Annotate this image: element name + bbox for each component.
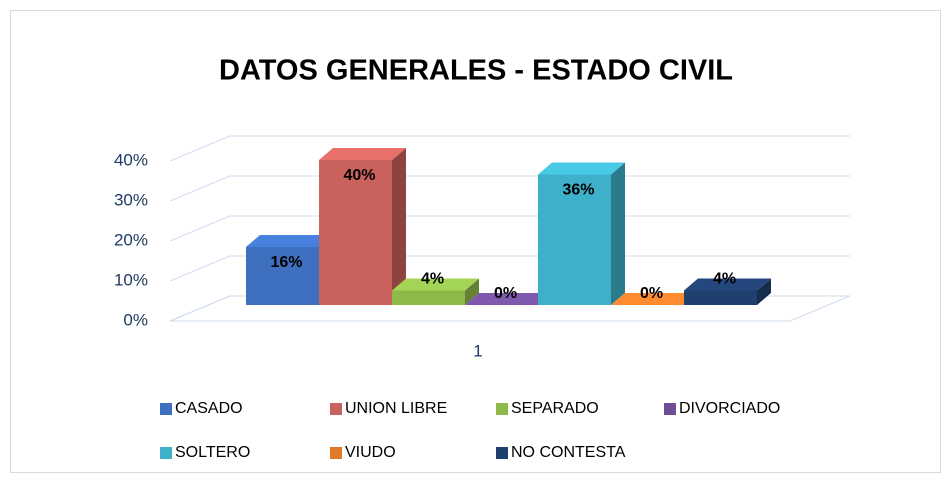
grid-line [169, 255, 850, 282]
data-label: 4% [713, 271, 736, 288]
y-tick-label: 40% [114, 150, 148, 169]
data-label: 36% [562, 182, 594, 199]
legend-swatch [664, 403, 676, 415]
grid-line [169, 175, 850, 202]
floor [169, 295, 851, 322]
legend-label: SEPARADO [511, 400, 599, 417]
bar-top [465, 293, 552, 305]
bar-top [538, 162, 625, 175]
x-tick-label: 1 [473, 341, 482, 360]
data-label: 40% [343, 167, 375, 184]
data-label: 4% [421, 271, 444, 288]
bar-top [392, 278, 479, 291]
data-label: 16% [270, 254, 302, 271]
bar-top [319, 148, 406, 160]
bar-top [611, 293, 698, 305]
y-tick-label: 20% [114, 230, 148, 249]
bar-side [465, 278, 479, 305]
y-tick-label: 30% [114, 190, 148, 209]
bar-side [611, 162, 625, 305]
chart-border [10, 10, 941, 473]
legend-label: NO CONTESTA [511, 444, 626, 461]
legend-swatch [496, 403, 508, 415]
grid-line [169, 215, 850, 242]
legend-label: UNION LIBRE [345, 400, 447, 417]
legend-label: SOLTERO [175, 444, 250, 461]
data-label: 0% [494, 285, 517, 302]
grid-line [169, 135, 850, 162]
y-tick-label: 0% [123, 310, 148, 329]
bar [246, 247, 319, 305]
legend-label: CASADO [175, 400, 243, 417]
legend-swatch [160, 447, 172, 459]
legend-swatch [330, 447, 342, 459]
bar-top [246, 235, 333, 247]
legend-label: DIVORCIADO [679, 400, 780, 417]
bar [538, 174, 611, 305]
bar [684, 290, 757, 305]
bar-side [392, 148, 406, 305]
legend-swatch [160, 403, 172, 415]
data-label: 0% [640, 285, 663, 302]
y-tick-label: 10% [114, 270, 148, 289]
bar [392, 290, 465, 305]
bar-side [757, 278, 771, 305]
bar [319, 160, 392, 305]
legend-swatch [496, 447, 508, 459]
bar-top [684, 278, 771, 291]
chart-title: DATOS GENERALES - ESTADO CIVIL [219, 55, 733, 87]
legend-label: VIUDO [345, 444, 396, 461]
legend-swatch [330, 403, 342, 415]
